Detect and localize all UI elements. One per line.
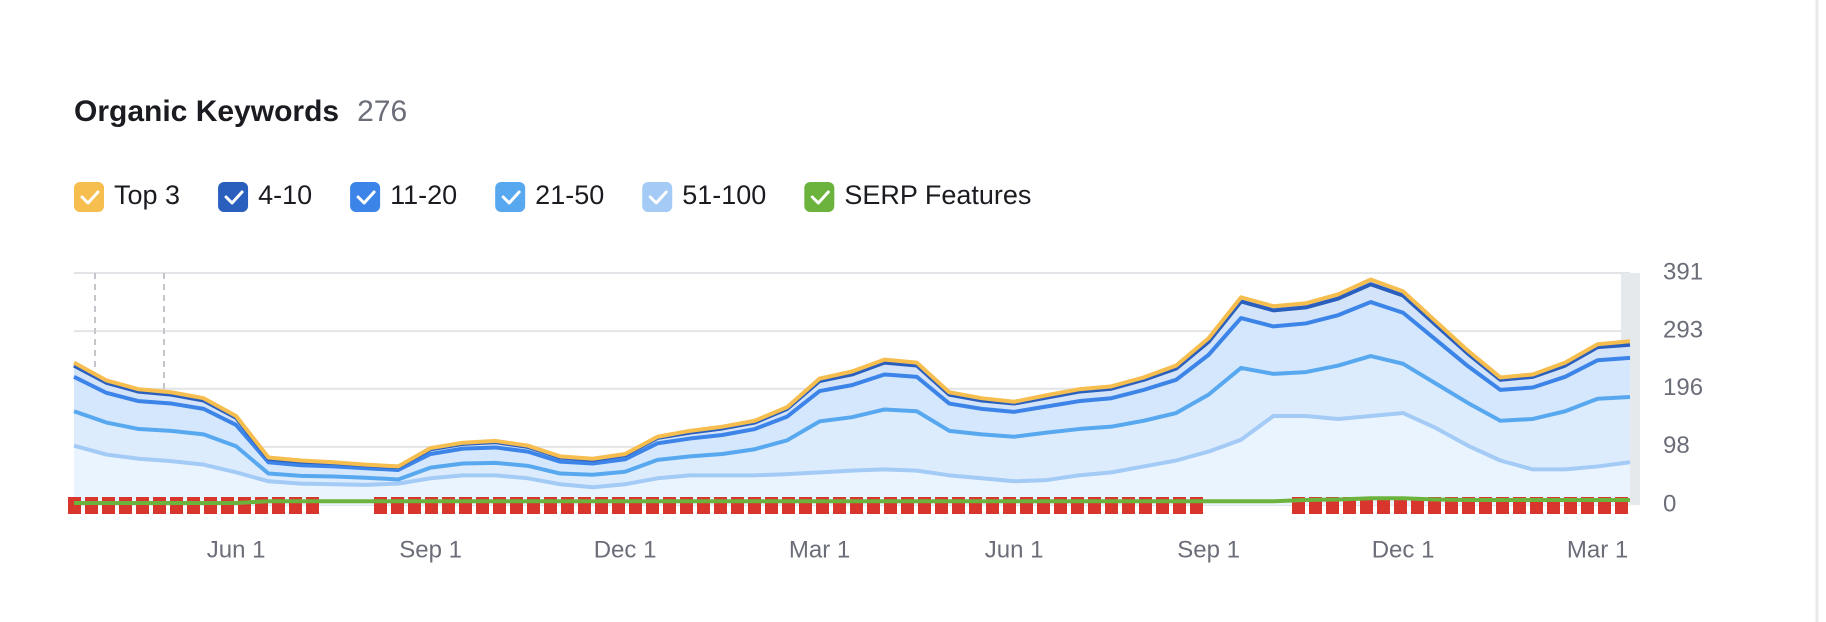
update-flag [153,497,166,514]
update-flag [85,497,98,514]
x-tick-label: Mar 1 [1567,536,1628,563]
update-flag [187,497,200,514]
legend-item[interactable]: 11-20 [350,180,457,212]
keyword-count: 276 [357,95,407,128]
legend-label: Top 3 [114,180,180,210]
legend-check [501,190,521,205]
series-line [74,496,1630,505]
legend-item[interactable]: 4-10 [218,180,312,212]
legend-label: 21-50 [535,180,604,210]
legend-check [356,190,376,205]
update-flag [170,497,183,514]
y-tick-label: 0 [1663,490,1676,517]
plot: 0 98 196 293 391 Jun 1 Sep 1 Dec 1 Mar 1 Jun 1 Sep… [68,258,1703,563]
legend-check [648,190,668,205]
x-tick-label: Jun 1 [985,536,1044,563]
legend-checkbox [218,182,249,212]
update-flag [1343,497,1356,514]
legend-label: SERP Features [844,180,1031,210]
legend-checkbox [350,182,381,212]
update-flag [1394,497,1407,514]
update-flag [1377,497,1390,514]
area-layer [74,356,1630,488]
area-layer [74,302,1630,480]
legend-check [80,190,100,205]
y-tick-label: 391 [1663,258,1703,285]
x-tick-label: Sep 1 [1177,536,1240,563]
legend-label: 4-10 [258,180,312,210]
legend-item[interactable]: SERP Features [804,180,1031,212]
legend-label: 11-20 [390,180,457,210]
update-flag [221,497,234,514]
update-flag [1360,497,1373,514]
series-line [73,411,1631,490]
chart-title: Organic Keywords [74,95,339,128]
legend-checkbox [495,182,526,212]
update-flag [68,497,81,514]
legend-item[interactable]: 51-100 [642,180,766,212]
legend-item[interactable]: Top 3 [74,180,180,212]
series-line [73,300,1631,472]
update-flag [136,497,149,514]
x-tick-label: Jun 1 [207,536,266,563]
update-flag [238,497,251,514]
legend-checkbox [804,182,835,212]
area-layer [74,284,1630,470]
legend-checkbox [642,182,673,212]
y-tick-label: 293 [1663,316,1703,343]
x-tick-label: Sep 1 [399,536,462,563]
legend-item[interactable]: 21-50 [495,180,604,212]
legend-checkbox [74,182,104,212]
y-tick-label: 98 [1663,432,1690,459]
legend-check [224,190,244,205]
series-line [73,354,1631,482]
x-tick-label: Dec 1 [594,536,657,563]
x-tick-label: Mar 1 [789,536,850,563]
x-tick-label: Dec 1 [1372,536,1435,563]
series-line [73,277,1631,469]
update-flag [1411,497,1424,514]
update-flag [119,497,132,514]
update-flag [102,497,115,514]
area-layer [74,413,1630,505]
legend-label: 51-100 [682,180,766,210]
update-flag [204,497,217,514]
legend-check [810,190,830,205]
y-tick-label: 196 [1663,374,1703,401]
